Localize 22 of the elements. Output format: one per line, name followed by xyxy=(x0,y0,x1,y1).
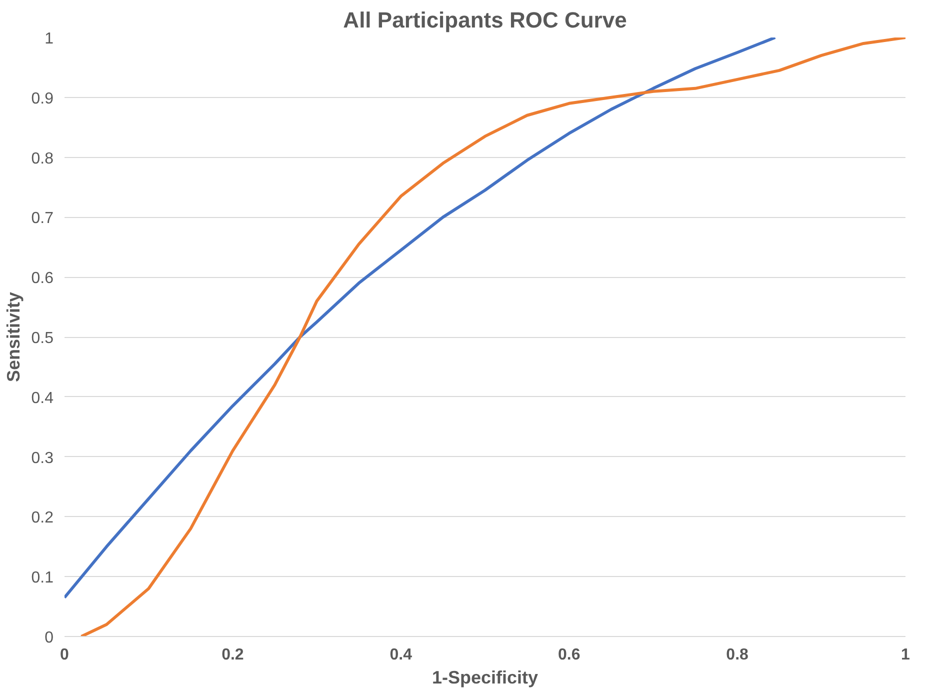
line-series xyxy=(80,38,906,636)
y-tick-label: 0.1 xyxy=(31,570,54,587)
chart-title: All Participants ROC Curve xyxy=(343,8,627,32)
line-series xyxy=(64,38,777,600)
x-axis-title: 1-Specificity xyxy=(432,668,538,688)
y-tick-label: 0.5 xyxy=(31,330,54,347)
y-tick-label: 0.6 xyxy=(31,270,54,288)
y-axis-title: Sensitivity xyxy=(3,292,24,382)
x-tick-label: 0.6 xyxy=(558,646,580,664)
x-tick-label: 0.2 xyxy=(222,646,244,664)
x-tick-label: 0.4 xyxy=(390,646,412,664)
y-tick-label: 0.2 xyxy=(31,510,54,527)
y-tick-label: 0.9 xyxy=(31,90,54,108)
x-tick-label: 1 xyxy=(901,646,910,664)
y-tick-label: 0.7 xyxy=(31,210,54,228)
x-tick-label: 0.8 xyxy=(726,646,749,664)
y-tick-label: 0.4 xyxy=(31,390,54,407)
y-tick-label: 0 xyxy=(44,630,54,646)
x-tick-label: 0 xyxy=(60,646,70,664)
y-tick-label: 1 xyxy=(44,30,54,48)
y-tick-label: 0.3 xyxy=(31,450,54,467)
y-tick-label: 0.8 xyxy=(31,150,54,168)
